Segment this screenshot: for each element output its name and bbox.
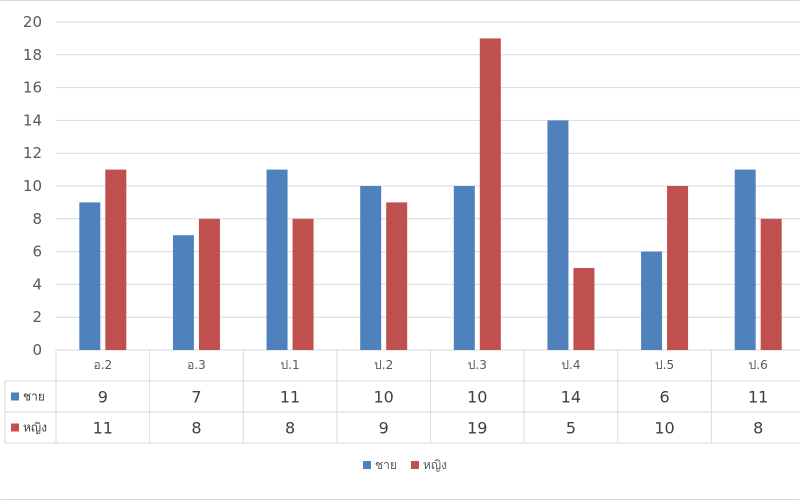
bar-series1: [266, 169, 288, 350]
data-table: อ.2 อ.3 ป.1 ป.2 ป.3 ป.4 ป.5 ป.6 ชาย 9 7 11 10 10 14 6 11…: [4, 350, 800, 444]
category-label: ป.5: [655, 358, 674, 372]
table-cell-value: 9: [379, 419, 389, 438]
table-cell-value: 8: [753, 419, 763, 438]
legend: ชาย หญิง: [363, 458, 447, 472]
bars: [79, 38, 782, 351]
category-label: อ.2: [93, 358, 112, 372]
table-cell-value: 8: [285, 419, 295, 438]
bar-series1: [641, 251, 663, 350]
bar-series2: [386, 202, 408, 350]
bar-series1: [547, 120, 569, 351]
y-tick-label: 0: [32, 341, 42, 359]
y-tick-label: 20: [23, 13, 42, 31]
bar-series2: [667, 186, 689, 350]
table-cell-value: 10: [467, 388, 487, 407]
table-cell-value: 14: [561, 388, 581, 407]
legend-key: [411, 461, 419, 469]
y-tick-label: 4: [32, 275, 42, 293]
legend-key: [363, 461, 371, 469]
bar-series1: [172, 235, 194, 350]
category-label: ป.3: [468, 358, 487, 372]
y-axis: 0 2 4 6 8 10 12 14 16 18 20: [23, 13, 42, 359]
bar-series2: [573, 268, 595, 350]
table-cell-value: 9: [98, 388, 108, 407]
table-cell-value: 7: [191, 388, 201, 407]
category-label: ป.2: [374, 358, 393, 372]
table-cell-value: 11: [748, 388, 768, 407]
category-label: ป.1: [281, 358, 300, 372]
bar-series1: [79, 202, 101, 350]
bar-series2: [105, 169, 127, 350]
series-row-label: หญิง: [23, 421, 47, 435]
table-cell-value: 19: [467, 419, 487, 438]
bar-series1: [453, 186, 475, 350]
y-tick-label: 12: [23, 144, 42, 162]
category-label: ป.4: [561, 358, 580, 372]
table-legend-key: [11, 392, 19, 401]
table-cell-value: 6: [659, 388, 669, 407]
legend-label: หญิง: [423, 458, 447, 472]
y-tick-label: 14: [23, 111, 42, 129]
y-tick-label: 2: [32, 308, 42, 326]
bar-series2: [479, 38, 501, 351]
category-label: ป.6: [749, 358, 768, 372]
category-label: อ.3: [187, 358, 206, 372]
y-tick-label: 6: [32, 243, 42, 261]
table-cell-value: 11: [93, 419, 113, 438]
bar-series1: [734, 169, 756, 350]
bar-series2: [292, 218, 314, 350]
bar-series2: [198, 218, 220, 350]
table-cell-value: 10: [374, 388, 394, 407]
table-cell-value: 11: [280, 388, 300, 407]
series-row-label: ชาย: [23, 390, 45, 404]
y-tick-label: 10: [23, 177, 42, 195]
table-cell-value: 5: [566, 419, 576, 438]
table-cell-value: 8: [191, 419, 201, 438]
y-tick-label: 8: [32, 210, 42, 228]
gridlines: [56, 21, 800, 351]
bar-series2: [760, 218, 782, 350]
y-tick-label: 16: [23, 79, 42, 97]
legend-label: ชาย: [375, 458, 397, 472]
table-cell-value: 10: [654, 419, 674, 438]
y-tick-label: 18: [23, 46, 42, 64]
table-legend-key: [11, 423, 19, 432]
bar-series1: [360, 186, 382, 350]
